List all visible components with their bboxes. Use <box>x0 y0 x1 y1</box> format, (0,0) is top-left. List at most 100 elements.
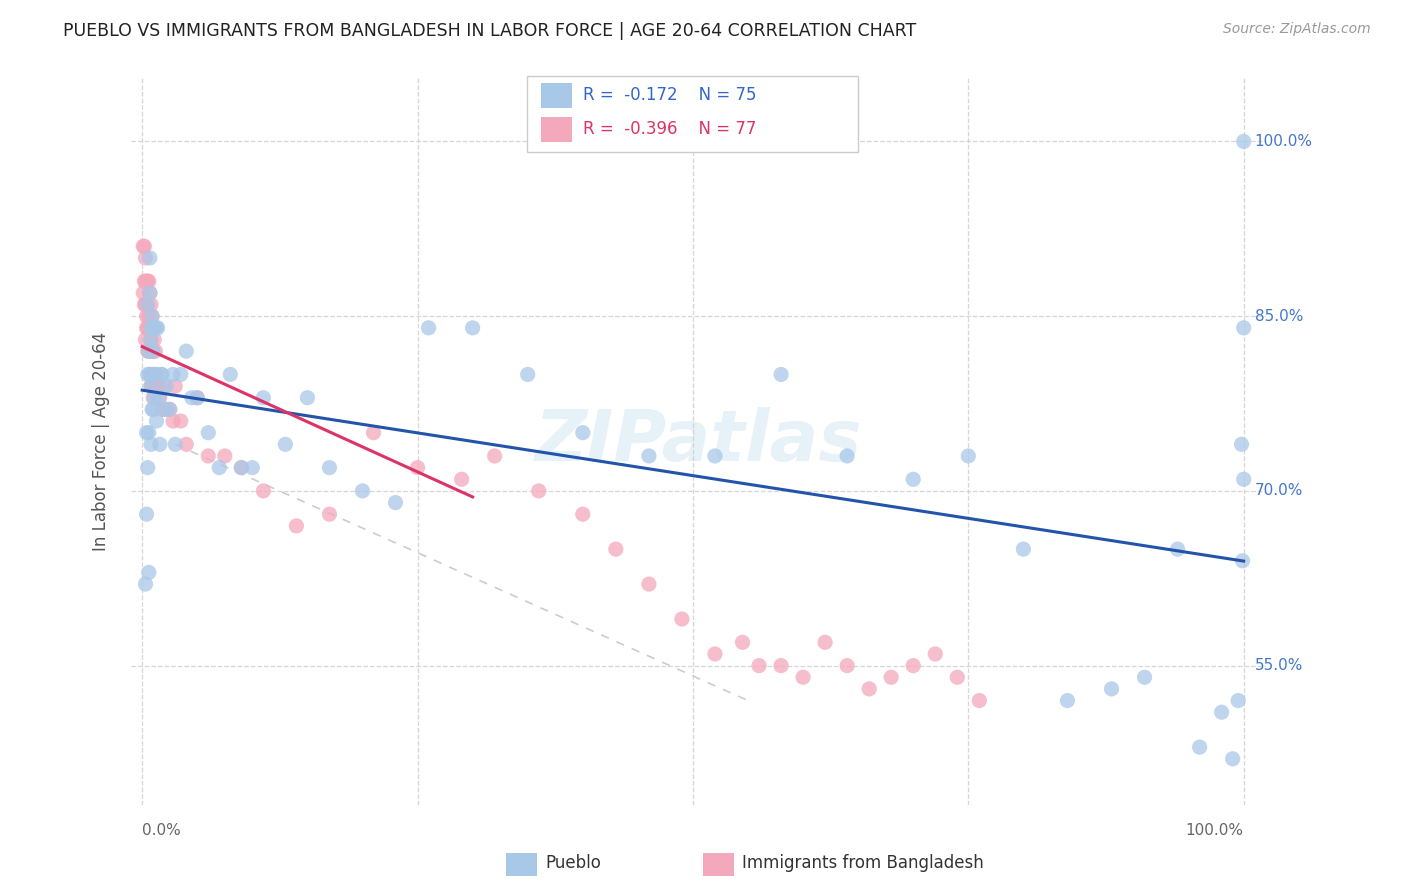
Point <box>139 321 162 335</box>
Point <box>318 507 340 521</box>
Text: 70.0%: 70.0% <box>1254 483 1303 499</box>
Point <box>770 368 793 382</box>
Point <box>1233 135 1256 149</box>
Point <box>880 670 903 684</box>
Point <box>704 647 727 661</box>
Point <box>1188 740 1211 755</box>
Point <box>318 460 340 475</box>
Point <box>134 239 156 253</box>
Point <box>146 321 169 335</box>
Point <box>1133 670 1156 684</box>
Point <box>142 368 165 382</box>
Point <box>214 449 236 463</box>
Point <box>150 368 173 382</box>
Text: 100.0%: 100.0% <box>1185 822 1244 838</box>
Text: R =  -0.396    N = 77: R = -0.396 N = 77 <box>583 120 756 138</box>
Point <box>150 402 173 417</box>
Point <box>143 391 166 405</box>
Point <box>139 285 162 300</box>
Point <box>208 460 231 475</box>
Point <box>145 368 167 382</box>
Point <box>1222 752 1244 766</box>
Point <box>155 402 177 417</box>
Point <box>1012 542 1035 557</box>
Point <box>406 460 429 475</box>
Point <box>903 472 925 486</box>
Point <box>1233 472 1256 486</box>
Point <box>231 460 253 475</box>
Point <box>139 297 162 311</box>
Point <box>165 437 187 451</box>
Point <box>484 449 506 463</box>
Point <box>1233 321 1256 335</box>
Point <box>143 379 166 393</box>
Point <box>527 483 550 498</box>
Point <box>139 437 162 451</box>
Text: Pueblo: Pueblo <box>546 855 602 872</box>
Text: ZIPatlas: ZIPatlas <box>534 407 862 476</box>
Point <box>134 274 156 288</box>
Point <box>352 483 374 498</box>
Point <box>837 449 859 463</box>
Point <box>297 391 319 405</box>
Point <box>145 379 167 393</box>
Point <box>141 379 163 393</box>
Point <box>142 344 165 359</box>
Point <box>135 309 157 323</box>
Point <box>671 612 693 626</box>
Point <box>149 391 172 405</box>
Point <box>141 344 163 359</box>
Point <box>135 507 157 521</box>
Point <box>139 251 162 265</box>
Point <box>274 437 297 451</box>
Point <box>142 321 165 335</box>
Point <box>139 321 162 335</box>
Point <box>180 391 202 405</box>
Point <box>704 449 727 463</box>
Point <box>162 414 184 428</box>
Point <box>135 425 157 440</box>
Point <box>1167 542 1189 557</box>
Point <box>141 309 163 323</box>
Point <box>142 391 165 405</box>
Point <box>136 460 159 475</box>
Point <box>197 449 219 463</box>
Point <box>155 379 177 393</box>
Text: 100.0%: 100.0% <box>1254 134 1313 149</box>
Point <box>136 274 159 288</box>
Point <box>143 321 166 335</box>
Point <box>139 379 162 393</box>
Point <box>461 321 484 335</box>
Point <box>969 693 991 707</box>
Point <box>605 542 627 557</box>
Point <box>134 333 156 347</box>
Point <box>285 519 308 533</box>
Point <box>145 368 167 382</box>
Text: Source: ZipAtlas.com: Source: ZipAtlas.com <box>1223 22 1371 37</box>
Point <box>148 391 170 405</box>
Point <box>837 658 859 673</box>
Point <box>1101 681 1123 696</box>
Point <box>134 577 156 591</box>
Point <box>770 658 793 673</box>
Point <box>638 449 661 463</box>
Point <box>145 344 167 359</box>
Point <box>174 344 197 359</box>
Point <box>145 321 167 335</box>
Point <box>159 402 181 417</box>
Point <box>170 368 193 382</box>
Point <box>252 483 274 498</box>
Y-axis label: In Labor Force | Age 20-64: In Labor Force | Age 20-64 <box>93 332 110 551</box>
Point <box>136 344 159 359</box>
Point <box>186 391 208 405</box>
Point <box>165 379 187 393</box>
Point <box>638 577 661 591</box>
Point <box>139 333 162 347</box>
Point <box>159 402 181 417</box>
Point <box>450 472 472 486</box>
Point <box>138 344 160 359</box>
Point <box>571 507 593 521</box>
Point <box>814 635 837 649</box>
Point <box>384 495 406 509</box>
Point <box>149 437 172 451</box>
